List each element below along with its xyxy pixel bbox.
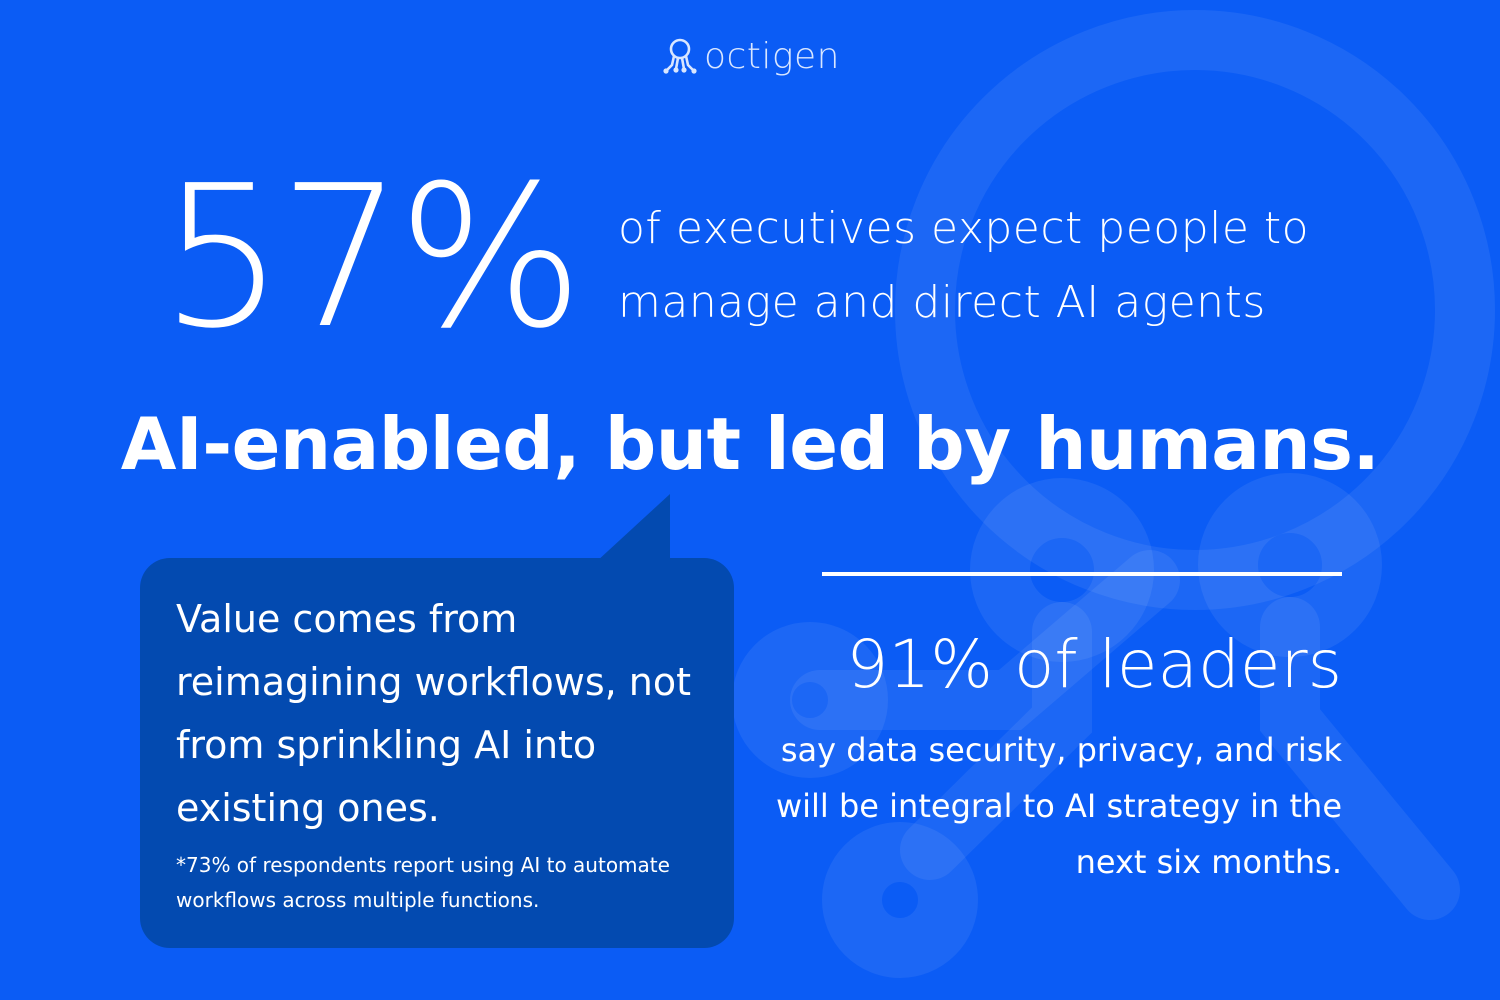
brand-name: octigen [703,36,840,77]
callout-footnote: *73% of respondents report using AI to a… [176,853,670,912]
primary-stat-value: 57% [160,144,584,372]
secondary-stat-value: 91% of leaders [846,626,1342,703]
speech-bubble-tail [596,494,670,562]
secondary-stat-description: say data security, privacy, and risk wil… [775,731,1342,881]
headline: AI-enabled, but led by humans. [120,402,1380,486]
divider-line [822,572,1342,576]
callout-bubble: Value comes from reimagining workflows, … [140,558,734,948]
brand-logo: octigen [0,36,1500,77]
callout-quote: Value comes from reimagining workflows, … [176,597,692,830]
primary-stat-description: of executives expect people to manage an… [618,203,1310,328]
octopus-logo-icon [663,38,697,74]
